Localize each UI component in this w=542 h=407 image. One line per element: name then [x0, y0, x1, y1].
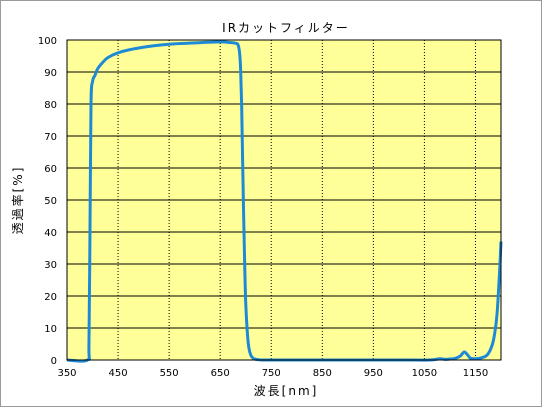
y-tick-label: 60 — [44, 164, 57, 175]
y-tick-label: 70 — [44, 132, 57, 143]
x-tick-label: 550 — [160, 368, 179, 379]
x-tick-label: 850 — [313, 368, 332, 379]
y-tick-label: 30 — [44, 260, 57, 271]
x-tick-label: 350 — [57, 368, 76, 379]
y-tick-label: 100 — [38, 36, 57, 47]
y-tick-label: 10 — [44, 324, 57, 335]
x-tick-label: 750 — [262, 368, 281, 379]
y-tick-label: 20 — [44, 292, 57, 303]
x-tick-label: 950 — [364, 368, 383, 379]
y-tick-label: 0 — [51, 356, 57, 367]
plot-border — [66, 39, 502, 361]
x-axis-label: 波長[nm] — [254, 384, 319, 398]
y-axis-label: 透過率[%] — [10, 166, 25, 235]
x-tick-label: 1150 — [463, 368, 488, 379]
y-tick-label: 90 — [44, 68, 57, 79]
y-tick-label: 80 — [44, 100, 57, 111]
x-tick-label: 650 — [211, 368, 230, 379]
y-tick-labels: 0 10 20 30 40 50 60 70 80 90 100 — [38, 36, 57, 367]
y-tick-label: 40 — [44, 228, 57, 239]
x-tick-label: 450 — [109, 368, 128, 379]
x-tick-labels: 350 450 550 650 750 850 950 1050 1150 — [57, 368, 488, 379]
chart-title: IRカットフィルター — [222, 21, 350, 35]
x-tick-label: 1050 — [412, 368, 437, 379]
grid-lines — [67, 40, 501, 360]
series-line — [66, 40, 503, 363]
y-tick-label: 50 — [44, 196, 57, 207]
